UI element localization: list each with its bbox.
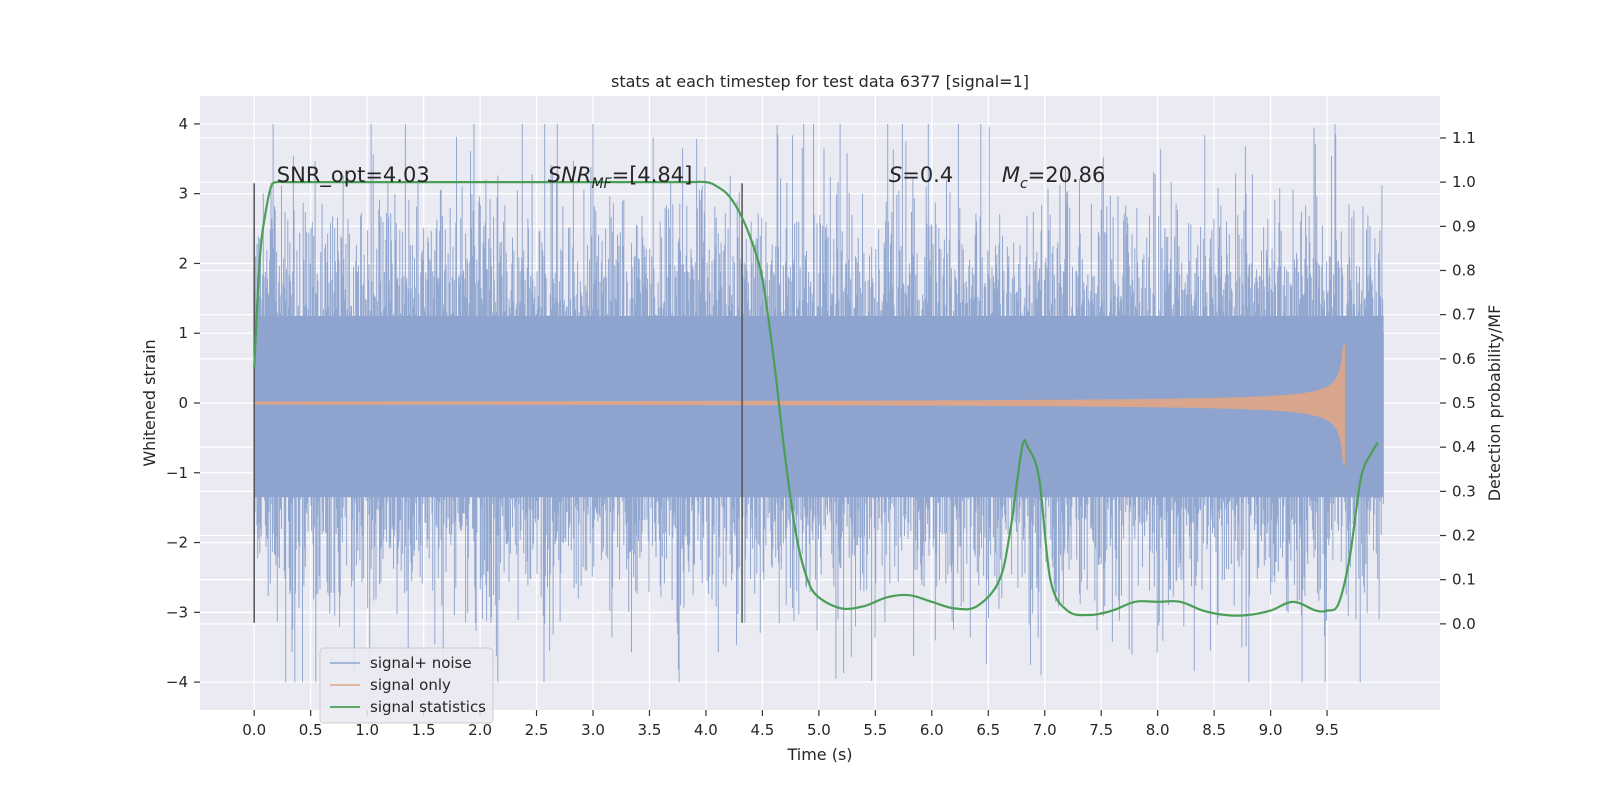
- y2-tick-label: 0.5: [1452, 394, 1476, 412]
- legend-label-signal-only: signal only: [370, 676, 451, 694]
- x-tick-label: 6.0: [920, 721, 944, 739]
- y2-tick-label: 0.8: [1452, 261, 1476, 279]
- x-tick-label: 2.0: [468, 721, 492, 739]
- y2-tick-label: 0.1: [1452, 571, 1476, 589]
- signal-statistics-series: [253, 180, 1379, 617]
- x-tick-label: 0.5: [299, 721, 323, 739]
- x-tick-label: 8.0: [1146, 721, 1170, 739]
- annotations: SNR_opt=4.03 SNRMF=[4.84] S=0.4 Mc=20.86: [277, 163, 1106, 192]
- x-tick-label: 7.5: [1089, 721, 1113, 739]
- y-tick-label: 4: [178, 115, 188, 133]
- legend: signal+ noise signal only signal statist…: [319, 647, 494, 724]
- stat-annotation: SNR_opt=4.03: [277, 163, 430, 188]
- signal-only-series: [254, 343, 1346, 466]
- y-tick-label: −4: [166, 673, 188, 691]
- y-axis-title: Whitened strain: [140, 339, 159, 466]
- x-tick-label: 7.0: [1033, 721, 1057, 739]
- stat-annotation: SNRMF=[4.84]: [548, 163, 693, 192]
- signal-only-envelope: [254, 343, 1346, 466]
- y-tick-label: 2: [178, 254, 188, 272]
- y2-tick-label: 1.0: [1452, 173, 1476, 191]
- axes: 0.0 0.5 1.0 1.5 2.0 2.5 3.0 3.5 4.0 4.5 5.0 5.5 6.0 6…: [166, 115, 1476, 739]
- y-tick-label: 1: [178, 324, 188, 342]
- x-tick-label: 4.0: [694, 721, 718, 739]
- stat-annotation: S=0.4: [889, 163, 953, 187]
- y2-tick-label: 0.2: [1452, 527, 1476, 545]
- x-tick-label: 1.5: [412, 721, 436, 739]
- y2-tick-label: 0.9: [1452, 217, 1476, 235]
- y-tick-label: 3: [178, 185, 188, 203]
- y-tick-label: 0: [178, 394, 188, 412]
- x-tick-label: 1.0: [355, 721, 379, 739]
- chart-title: stats at each timestep for test data 637…: [611, 72, 1029, 91]
- vertical-markers: [253, 183, 743, 623]
- y-tick-label: −3: [166, 603, 188, 621]
- legend-label-signal-statistics: signal statistics: [370, 698, 486, 716]
- y2-tick-label: 0.0: [1452, 615, 1476, 633]
- y2-tick-label: 0.4: [1452, 438, 1476, 456]
- x-tick-label: 9.5: [1315, 721, 1339, 739]
- y-tick-label: −2: [166, 534, 188, 552]
- y2-tick-label: 0.6: [1452, 350, 1476, 368]
- x-tick-label: 6.5: [976, 721, 1000, 739]
- legend-frame: [319, 647, 494, 724]
- y-tick-label: −1: [166, 464, 188, 482]
- x-tick-label: 0.0: [242, 721, 266, 739]
- y2-tick-label: 0.7: [1452, 306, 1476, 324]
- x-tick-label: 2.5: [525, 721, 549, 739]
- x-tick-label: 5.5: [863, 721, 887, 739]
- signal-statistics-line: [253, 180, 1379, 617]
- x-tick-label: 3.0: [581, 721, 605, 739]
- x-tick-label: 3.5: [638, 721, 662, 739]
- x-tick-label: 9.0: [1259, 721, 1283, 739]
- stat-annotation: Mc=20.86: [1002, 163, 1106, 192]
- legend-label-signal-noise: signal+ noise: [370, 654, 472, 672]
- x-tick-label: 4.5: [750, 721, 774, 739]
- x-tick-label: 8.5: [1202, 721, 1226, 739]
- x-axis-title: Time (s): [786, 745, 852, 764]
- y2-tick-label: 1.1: [1452, 129, 1476, 147]
- y2-tick-label: 0.3: [1452, 482, 1476, 500]
- y2-axis-title: Detection probability/MF: [1485, 305, 1504, 502]
- x-tick-label: 5.0: [807, 721, 831, 739]
